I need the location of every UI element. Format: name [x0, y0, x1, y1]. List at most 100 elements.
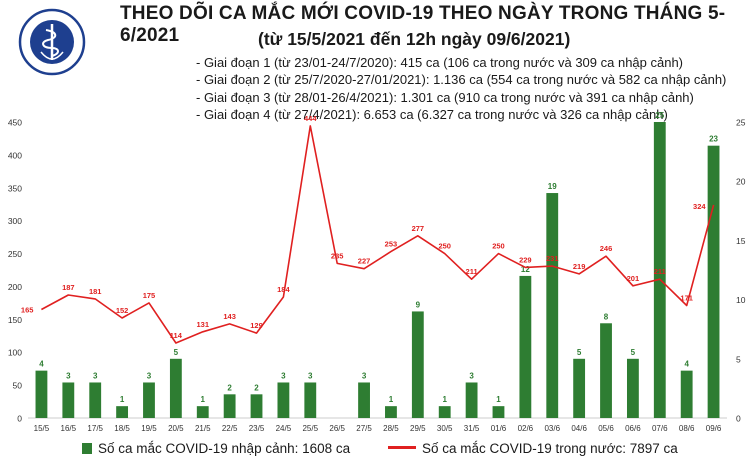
line-data-label: 201: [627, 274, 640, 283]
y-right-tick-label: 15: [736, 236, 746, 246]
bar-data-label: 1: [389, 395, 394, 404]
phase-note-1: - Giai đoạn 1 (từ 23/01-24/7/2020): 415 …: [196, 55, 684, 70]
bar-data-label: 3: [281, 371, 286, 380]
y-left-tick-label: 350: [8, 183, 22, 193]
bar-data-label: 19: [548, 182, 557, 191]
y-right-tick-label: 5: [736, 354, 741, 364]
y-left-tick-label: 150: [8, 315, 22, 325]
line-data-label: 227: [358, 257, 371, 266]
bar-data-label: 5: [577, 348, 582, 357]
line-data-label: 211: [654, 267, 666, 276]
line-data-label: 187: [62, 283, 75, 292]
x-tick-label: 29/5: [410, 424, 426, 433]
bar: [358, 382, 370, 418]
domestic-series-line: [41, 125, 715, 344]
y-left-tick-label: 250: [8, 249, 22, 259]
line-data-label: 165: [21, 305, 34, 314]
bar: [411, 311, 424, 418]
line-data-label: 250: [438, 242, 451, 251]
legend-bar-swatch: [82, 443, 92, 454]
y-right-tick-label: 10: [736, 295, 746, 305]
y-left-tick-label: 0: [17, 414, 22, 424]
x-tick-label: 01/6: [491, 424, 507, 433]
line-data-label: 235: [331, 251, 344, 260]
x-tick-label: 05/6: [598, 424, 614, 433]
phase-note-3: - Giai đoạn 3 (từ 28/01-26/4/2021): 1.30…: [196, 89, 694, 105]
bar-data-label: 1: [201, 395, 206, 404]
phase-note-4: - Giai đoạn 4 (từ 27/4/2021): 6.653 ca (…: [196, 106, 668, 122]
bar: [223, 394, 236, 418]
bar: [116, 406, 129, 418]
x-tick-label: 16/5: [61, 424, 77, 433]
ministry-of-health-logo: [18, 8, 86, 76]
x-tick-label: 27/5: [356, 424, 372, 433]
bar-data-label: 5: [631, 348, 636, 357]
y-right-tick-label: 25: [736, 118, 746, 128]
bar-data-label: 3: [362, 371, 367, 380]
line-data-label: 229: [519, 255, 532, 264]
bar-data-label: 12: [521, 265, 530, 274]
bar-data-label: 1: [442, 395, 447, 404]
x-tick-label: 25/5: [302, 424, 318, 433]
bar: [438, 406, 451, 418]
bar: [89, 382, 102, 418]
x-tick-label: 21/5: [195, 424, 211, 433]
x-tick-label: 28/5: [383, 424, 399, 433]
bar: [653, 122, 666, 418]
bar: [465, 382, 478, 418]
bar: [250, 394, 263, 418]
bar-data-label: 2: [254, 383, 259, 392]
y-right-tick-label: 0: [736, 414, 741, 424]
bar-data-label: 3: [66, 371, 71, 380]
line-data-label: 184: [277, 285, 290, 294]
y-left-tick-label: 200: [8, 282, 22, 292]
line-data-label: 253: [385, 240, 398, 249]
legend-line-swatch: [388, 446, 416, 449]
x-tick-label: 04/6: [571, 424, 587, 433]
line-data-label: 131: [196, 320, 209, 329]
y-left-tick-label: 50: [13, 381, 23, 391]
phase-notes: - Giai đoạn 1 (từ 23/01-24/7/2020): 415 …: [196, 54, 726, 123]
x-tick-label: 20/5: [168, 424, 184, 433]
y-left-tick-label: 400: [8, 150, 22, 160]
x-tick-label: 31/5: [464, 424, 480, 433]
x-tick-label: 02/6: [518, 424, 534, 433]
legend-item-domestic: Số ca mắc COVID-19 trong nước: 7897 ca: [388, 441, 678, 456]
bar: [680, 370, 693, 418]
line-data-label: 231: [546, 254, 559, 263]
x-tick-label: 22/5: [222, 424, 238, 433]
line-data-label: 181: [89, 287, 102, 296]
x-tick-label: 26/5: [329, 424, 345, 433]
y-right-tick-label: 20: [736, 177, 746, 187]
bar-data-label: 1: [496, 395, 501, 404]
bar-data-label: 3: [147, 371, 152, 380]
y-left-tick-label: 450: [8, 118, 22, 128]
chart-legend: Số ca mắc COVID-19 nhập cảnh: 1608 ca Số…: [0, 440, 754, 459]
page-title: THEO DÕI CA MẮC MỚI COVID-19 THEO NGÀY T…: [120, 3, 726, 46]
line-data-label: 171: [680, 294, 693, 303]
y-left-tick-label: 300: [8, 216, 22, 226]
x-tick-label: 09/6: [706, 424, 722, 433]
bar: [519, 275, 532, 418]
y-left-tick-label: 100: [8, 348, 22, 358]
x-tick-label: 17/5: [87, 424, 103, 433]
line-data-label: 250: [492, 242, 505, 251]
line-data-label: 219: [573, 262, 586, 271]
bar: [62, 382, 75, 418]
bar: [573, 358, 586, 418]
x-tick-label: 15/5: [34, 424, 50, 433]
bar: [707, 145, 720, 418]
bar-data-label: 5: [174, 348, 179, 357]
x-tick-label: 19/5: [141, 424, 157, 433]
line-data-label: 114: [170, 331, 183, 340]
line-data-label: 175: [143, 291, 156, 300]
page-subtitle: (từ 15/5/2021 đến 12h ngày 09/6/2021): [258, 29, 571, 49]
bar: [35, 370, 48, 418]
x-tick-label: 18/5: [114, 424, 130, 433]
line-data-label: 211: [466, 267, 478, 276]
x-tick-label: 07/6: [652, 424, 668, 433]
bar-data-label: 8: [604, 312, 609, 321]
bar: [626, 358, 639, 418]
bar: [492, 406, 505, 418]
